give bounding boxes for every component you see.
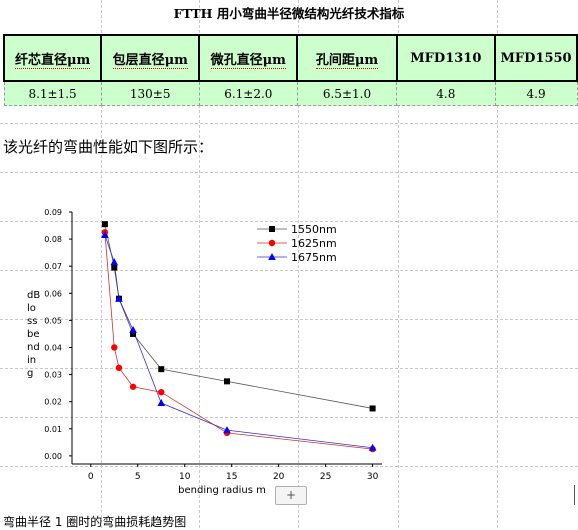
- data-point-1675nm: [115, 294, 123, 302]
- data-point-1675nm: [157, 399, 166, 407]
- y-tick-label: 0.04: [44, 343, 62, 352]
- page-gridline: [0, 417, 578, 418]
- spec-header-row: 纤芯直径μm 包层直径μm 微孔直径μm 孔间距μm MFD1310 MFD15…: [2, 34, 578, 82]
- y-tick-label: 0.07: [44, 262, 62, 271]
- page-gridline: [0, 221, 578, 222]
- x-tick-label: 0: [88, 472, 94, 482]
- legend-marker: [268, 239, 276, 247]
- bend-loss-chart: 0.00 0.01 0.02 0.03 0.04 0.05 0.06 0.07 0.08 0.09…: [27, 208, 382, 496]
- value-core-diameter: 8.1±1.5: [3, 80, 102, 106]
- data-point-1625nm: [115, 364, 123, 372]
- legend-label: 1550nm: [291, 223, 337, 236]
- header-mfd1310: MFD1310: [395, 34, 497, 82]
- intro-text: 该光纤的弯曲性能如下图所示：: [3, 138, 214, 156]
- value-hole-diameter: 6.1±2.0: [198, 80, 298, 106]
- x-tick-label: 30: [367, 472, 379, 482]
- page-gridline: [0, 319, 578, 320]
- chart-axes: 0.00 0.01 0.02 0.03 0.04 0.05 0.06 0.07 0.08 0.09…: [27, 208, 382, 496]
- add-button[interactable]: +: [275, 486, 307, 505]
- data-point-1550nm: [158, 366, 165, 373]
- legend-marker: [269, 226, 275, 232]
- value-mfd1310: 4.8: [396, 80, 496, 106]
- page-gridline: [0, 270, 578, 271]
- value-hole-pitch: 6.5±1.0: [296, 80, 398, 106]
- y-tick-label: 0.03: [44, 371, 62, 380]
- legend-label: 1625nm: [291, 237, 337, 250]
- header-mfd1550: MFD1550: [494, 34, 578, 82]
- chart-marks: [101, 221, 377, 453]
- x-tick-label: 15: [226, 472, 237, 482]
- page-gridline: [497, 0, 498, 528]
- page-gridline: [0, 123, 578, 124]
- data-point-1625nm: [129, 383, 137, 390]
- y-tick-label: 0.02: [44, 398, 62, 407]
- data-point-1675nm: [110, 258, 119, 266]
- page-gridline: [398, 0, 399, 528]
- data-point-1675nm: [101, 231, 109, 239]
- data-point-1675nm: [129, 325, 137, 333]
- legend-label: 1675nm: [291, 251, 337, 264]
- page-gridline: [0, 172, 578, 173]
- x-tick-label: 20: [273, 472, 285, 482]
- series-line-1625nm: [104, 232, 373, 450]
- data-point-1625nm: [158, 388, 165, 396]
- data-point-1550nm: [224, 378, 230, 385]
- page-gridline: [0, 466, 578, 467]
- y-tick-label: 0.09: [44, 208, 62, 217]
- x-axis-label: bending radius m: [178, 485, 266, 496]
- value-cladding-diameter: 130±5: [100, 80, 200, 106]
- y-axis-label: dB lo ss be nd in g: [27, 290, 40, 379]
- data-point-1550nm: [369, 405, 376, 412]
- y-tick-label: 0.08: [44, 235, 62, 244]
- page-gridline: [298, 0, 299, 528]
- page-gridline: [0, 368, 578, 369]
- value-mfd1550: 4.9: [494, 80, 578, 106]
- header-cladding-diameter: 包层直径μm: [100, 34, 201, 82]
- x-tick-label: 10: [179, 472, 191, 482]
- series-line-1675nm: [104, 234, 373, 449]
- y-tick-label: 0.05: [44, 316, 62, 325]
- data-point-1550nm: [101, 221, 108, 228]
- legend-marker: [268, 253, 276, 260]
- page-gridline: [101, 0, 102, 528]
- spec-table: 纤芯直径μm 包层直径μm 微孔直径μm 孔间距μm MFD1310 MFD15…: [2, 34, 578, 106]
- y-tick-label: 0.06: [44, 289, 62, 298]
- data-point-1625nm: [111, 344, 118, 351]
- data-point-1550nm: [130, 330, 137, 337]
- window-edge: [574, 485, 575, 505]
- data-point-1675nm: [223, 426, 231, 434]
- spec-value-row: 8.1±1.5 130±5 6.1±2.0 6.5±1.0 4.8 4.9: [3, 80, 578, 106]
- data-point-1550nm: [111, 264, 118, 271]
- y-tick-label: 0.01: [44, 425, 62, 434]
- x-tick-label: 25: [320, 472, 331, 482]
- y-tick-label: 0.00: [44, 452, 62, 461]
- header-core-diameter: 纤芯直径μm: [2, 34, 103, 82]
- x-tick-label: 5: [135, 472, 141, 482]
- page-gridline: [199, 0, 200, 528]
- data-point-1675nm: [368, 443, 377, 451]
- figure-caption: 弯曲半径 1 圈时的弯曲损耗趋势图: [3, 515, 187, 529]
- header-hole-pitch: 孔间距μm: [296, 34, 398, 82]
- header-hole-diameter: 微孔直径μm: [198, 34, 299, 82]
- document-title: FTTH 用小弯曲半径微结构光纤技术指标: [173, 6, 405, 21]
